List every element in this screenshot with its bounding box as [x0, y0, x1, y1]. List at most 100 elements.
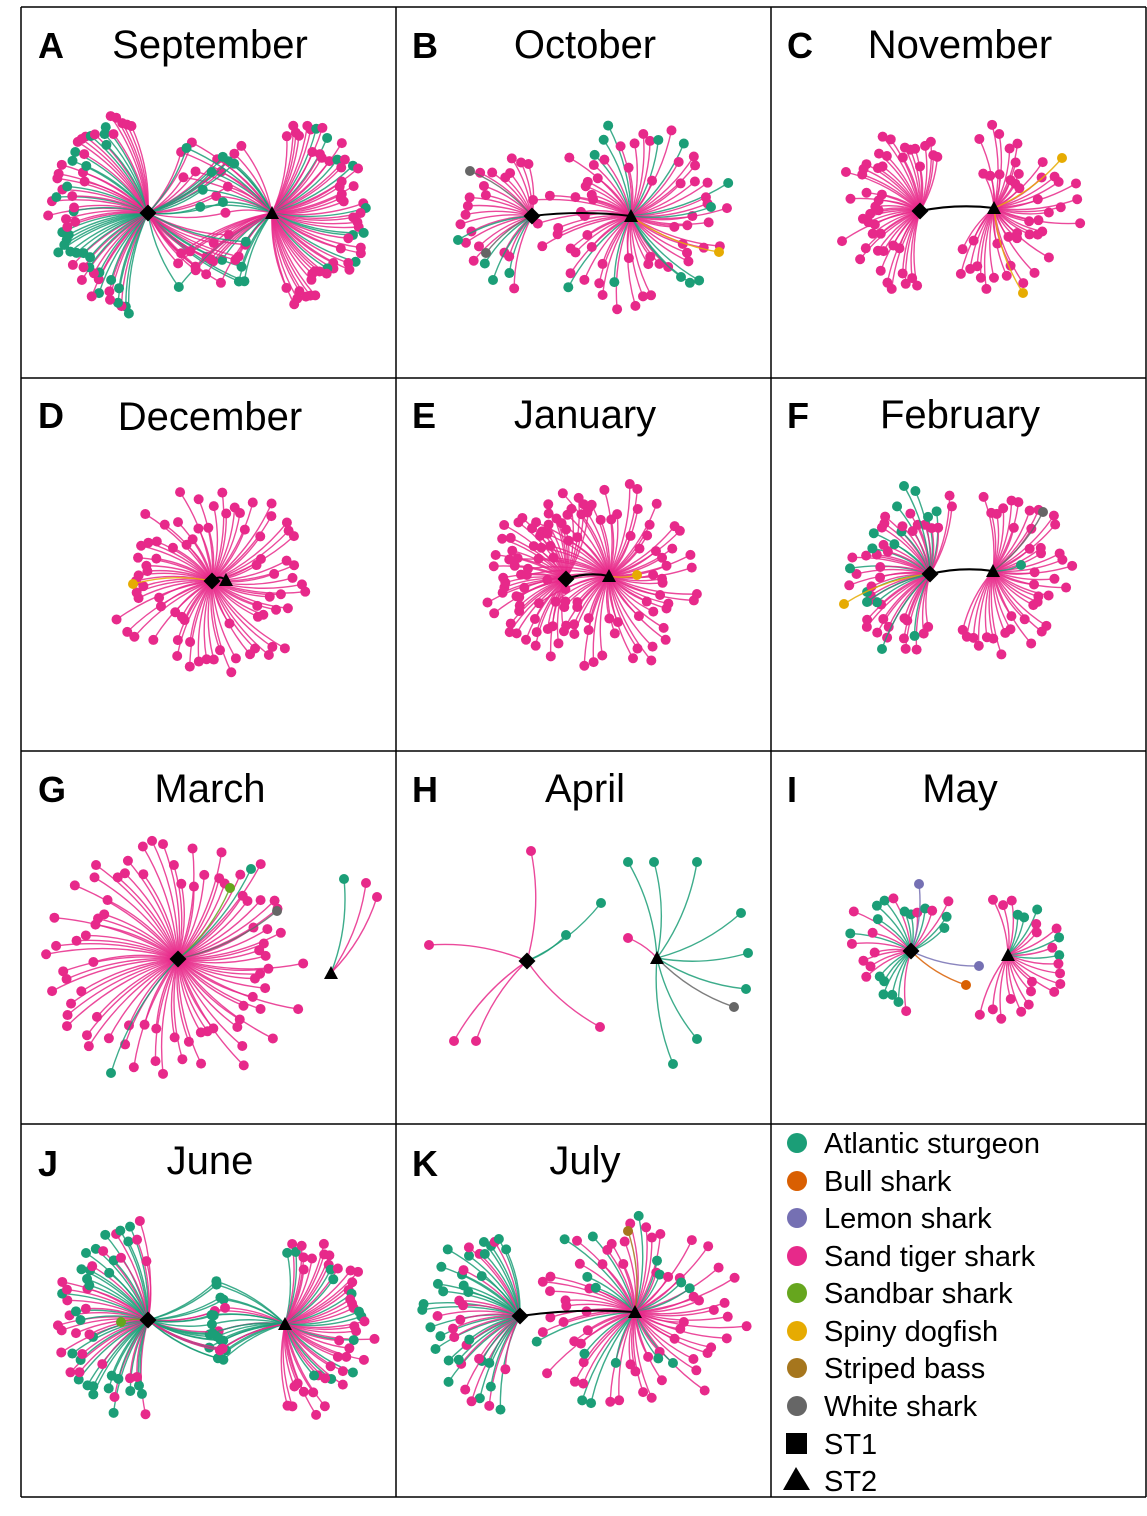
network-edge [592, 1236, 636, 1313]
network-edge [211, 502, 254, 582]
fish-node [633, 611, 644, 622]
fish-node [688, 1353, 699, 1364]
fish-node [1061, 582, 1072, 593]
network-edge [656, 912, 742, 959]
fish-node [678, 138, 689, 149]
fish-node [905, 508, 916, 519]
fish-node [76, 986, 87, 997]
fish-node [514, 600, 525, 611]
fish-node [893, 996, 904, 1007]
fish-node [1053, 176, 1064, 187]
fish-node [570, 192, 581, 203]
fish-node [867, 543, 878, 554]
fish-node [195, 201, 206, 212]
fish-node [871, 597, 882, 608]
fish-node [464, 1250, 475, 1261]
fish-node [51, 192, 62, 203]
fish-node [53, 247, 64, 258]
network-edge [634, 1311, 697, 1371]
network-edge [147, 186, 229, 214]
fish-node [604, 613, 615, 624]
network-edge [581, 1311, 636, 1401]
st2-station-node [628, 1305, 642, 1318]
fish-node [208, 1310, 219, 1321]
fish-node [173, 517, 184, 528]
fish-node [996, 649, 1007, 660]
fish-node [511, 591, 522, 602]
network-edge [189, 580, 213, 667]
fish-node [324, 156, 335, 167]
fish-node [501, 1244, 512, 1255]
fish-node [137, 841, 148, 852]
network-edge [630, 215, 720, 253]
fish-node [462, 200, 473, 211]
fish-node [516, 157, 527, 168]
network-edge [55, 942, 179, 960]
fish-node [880, 511, 891, 522]
fish-node [208, 654, 219, 665]
fish-node [1043, 590, 1054, 601]
legend-marker-spiny-dogfish [787, 1321, 807, 1341]
fish-node [230, 254, 241, 265]
fish-node [644, 135, 655, 146]
fish-node [666, 125, 677, 136]
fish-node [729, 1272, 740, 1283]
fish-node [655, 590, 666, 601]
fish-node [655, 1228, 666, 1239]
fish-node [61, 1284, 72, 1295]
fish-node [1053, 958, 1064, 969]
fish-node [193, 523, 204, 534]
fish-node [214, 1345, 225, 1356]
fish-node [190, 265, 201, 276]
network-edge [177, 900, 249, 960]
fish-node [923, 511, 934, 522]
fish-node [61, 974, 72, 985]
network-edge [634, 1311, 653, 1399]
fish-node [657, 552, 668, 563]
fish-node [561, 524, 572, 535]
fish-node [251, 560, 262, 571]
fish-node [334, 1335, 345, 1346]
fish-node [97, 1359, 108, 1370]
fish-node [1055, 202, 1066, 213]
fish-node [560, 1295, 571, 1306]
fish-node [559, 1234, 570, 1245]
fish-node [587, 1231, 598, 1242]
fish-node [851, 568, 862, 579]
network-edge [574, 1311, 636, 1382]
fish-node [879, 895, 890, 906]
fish-node [693, 1295, 704, 1306]
fish-node [978, 491, 989, 502]
fish-node [453, 1354, 464, 1365]
fish-node [574, 1258, 585, 1269]
legend-marker-st1 [786, 1433, 807, 1454]
fish-node [103, 1383, 114, 1394]
fish-node [466, 1396, 477, 1407]
fish-node [721, 1333, 732, 1344]
fish-node [588, 160, 599, 171]
st1-station-node [203, 572, 221, 590]
network-panel-F [839, 481, 1078, 660]
fish-node [1031, 918, 1042, 929]
network-edge [176, 580, 213, 657]
network-edge [475, 960, 528, 1042]
fish-node [56, 1347, 67, 1358]
network-edge [177, 852, 223, 960]
fish-node [531, 517, 542, 528]
fish-node [606, 1238, 617, 1249]
fish-node [74, 1367, 85, 1378]
network-edge [88, 958, 179, 1047]
fish-node [914, 879, 924, 889]
fish-node [569, 1376, 580, 1387]
fish-node [915, 161, 926, 172]
st2-station-node [324, 966, 338, 979]
legend-label-striped-bass: Striped bass [824, 1353, 985, 1385]
fish-node [612, 509, 623, 520]
fish-node [638, 1387, 649, 1398]
network-edge [526, 850, 537, 962]
fish-node [298, 958, 309, 969]
fish-node [455, 1314, 466, 1325]
fish-node [247, 497, 258, 508]
fish-node [588, 657, 599, 668]
fish-node [76, 275, 87, 286]
